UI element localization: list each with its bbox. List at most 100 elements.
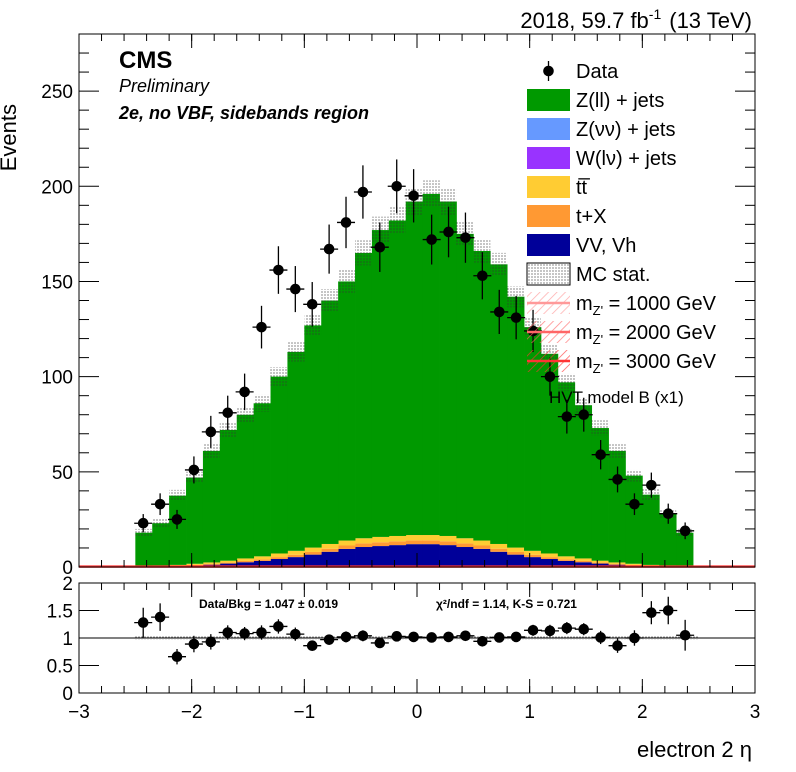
legend-data-marker bbox=[543, 65, 554, 77]
stack-bar-t-x-8 bbox=[270, 557, 288, 560]
data-point-22 bbox=[510, 312, 522, 323]
stack-bar-tt--14 bbox=[371, 536, 390, 543]
stack-bar-z-ll-jets-25 bbox=[557, 382, 576, 557]
stack-bar-vv-vh-7 bbox=[253, 560, 271, 567]
ratio-ytick-label-0: 0 bbox=[62, 684, 73, 705]
ratio-point-31 bbox=[662, 605, 674, 616]
ratio-point-25 bbox=[561, 622, 573, 634]
main-ytick-label-4: 200 bbox=[41, 177, 73, 198]
stack-bar-vv-vh-10 bbox=[304, 554, 322, 567]
ratio-point-3 bbox=[188, 638, 200, 650]
mc-stat-bin-7 bbox=[253, 394, 271, 412]
stack-bar-z-ll-jets-24 bbox=[540, 353, 559, 554]
data-point-28 bbox=[612, 474, 623, 485]
stack-bar-z-ll-jets-7 bbox=[253, 403, 271, 557]
stack-bar-tt--18 bbox=[439, 535, 457, 542]
stack-bar-z-ll-jets-3 bbox=[186, 477, 204, 564]
stack-bar-vv-vh-5 bbox=[219, 563, 238, 567]
main-ytick-label-2: 100 bbox=[41, 368, 73, 389]
mc-stat-bin-13 bbox=[355, 240, 372, 266]
ratio-point-18 bbox=[443, 631, 454, 643]
data-point-21 bbox=[493, 306, 505, 318]
legend-swatch-z-ll-jets-1 bbox=[527, 89, 570, 111]
legend-swatch-z-jets-2 bbox=[527, 118, 570, 140]
data-point-12 bbox=[340, 217, 352, 228]
ratio-point-19 bbox=[460, 630, 471, 642]
stack-bar-z-ll-jets-8 bbox=[270, 376, 288, 554]
stack-bar-t-x-15 bbox=[388, 541, 407, 546]
stack-bar-z-ll-jets-2 bbox=[169, 495, 187, 565]
stack-bar-t-x-23 bbox=[524, 554, 542, 558]
stack-histogram bbox=[135, 193, 694, 567]
data-point-1 bbox=[154, 498, 166, 510]
stack-bar-t-x-18 bbox=[439, 541, 457, 546]
stack-bar-tt--17 bbox=[422, 535, 440, 541]
ratio-points bbox=[134, 596, 695, 665]
stack-bar-t-x-17 bbox=[422, 540, 440, 545]
stack-bar-t-x-11 bbox=[321, 548, 339, 552]
legend-label-w-l-jets-3: W(lν) + jets bbox=[576, 148, 677, 170]
stack-bar-tt--7 bbox=[253, 556, 271, 560]
stack-bar-z-ll-jets-26 bbox=[574, 405, 593, 559]
data-point-20 bbox=[477, 270, 488, 282]
stack-bar-vv-vh-25 bbox=[557, 560, 576, 567]
ratio-point-27 bbox=[595, 632, 606, 643]
stack-bar-tt--2 bbox=[169, 564, 187, 566]
ratio-point-0 bbox=[137, 617, 149, 628]
cms-label: CMS bbox=[119, 47, 172, 74]
stack-bar-tt--15 bbox=[388, 535, 407, 542]
ratio-point-15 bbox=[391, 631, 403, 642]
stack-bar-vv-vh-17 bbox=[422, 544, 440, 567]
stack-bar-vv-vh-24 bbox=[540, 559, 559, 567]
stack-bar-t-x-19 bbox=[456, 543, 474, 548]
stack-bar-t-x-16 bbox=[405, 540, 424, 545]
stack-bar-vv-vh-14 bbox=[371, 546, 390, 567]
stack-bar-z-ll-jets-6 bbox=[236, 414, 255, 559]
stack-bar-z-ll-jets-0 bbox=[135, 532, 153, 566]
ratio-point-8 bbox=[273, 621, 284, 632]
stack-bar-t-x-21 bbox=[490, 548, 508, 552]
ratio-point-30 bbox=[646, 607, 657, 618]
x-axis-title: electron 2 η bbox=[637, 737, 752, 762]
stack-bar-z-ll-jets-32 bbox=[676, 532, 694, 566]
legend: Data Z(ll) + jets Z(νν) + jets W(lν) + jets… bbox=[526, 61, 717, 376]
mc-stat-bin-17 bbox=[422, 180, 440, 208]
ratio-point-14 bbox=[374, 637, 386, 649]
legend-label-z-ll-jets-1: Z(ll) + jets bbox=[576, 90, 664, 112]
stack-bar-t-x-3 bbox=[186, 564, 204, 566]
ratio-point-22 bbox=[510, 631, 522, 643]
stack-bar-z-ll-jets-30 bbox=[642, 494, 660, 565]
data-point-24 bbox=[544, 371, 556, 382]
mc-stat-bin-0 bbox=[135, 528, 153, 537]
stack-bar-z-ll-jets-19 bbox=[456, 233, 474, 539]
stack-bar-z-ll-jets-22 bbox=[507, 296, 525, 548]
stack-bar-z-ll-jets-15 bbox=[388, 220, 407, 536]
stack-bar-t-x-12 bbox=[338, 545, 356, 549]
ratio-point-5 bbox=[222, 627, 234, 638]
stack-bar-z-ll-jets-20 bbox=[473, 251, 491, 541]
ratio-axes: 0 0.5 1 1.5 2 −3 −2 −1 0 1 2 3 bbox=[47, 574, 761, 723]
ratio-point-28 bbox=[612, 640, 623, 651]
stack-bar-z-ll-jets-11 bbox=[321, 300, 339, 544]
ratio-xtick-label-3: 0 bbox=[412, 702, 423, 723]
stack-bar-z-ll-jets-29 bbox=[625, 475, 643, 564]
stack-bar-tt--25 bbox=[557, 556, 576, 560]
stack-bar-tt--24 bbox=[540, 553, 559, 558]
data-point-15 bbox=[391, 180, 403, 192]
data-point-7 bbox=[256, 321, 267, 333]
stack-bar-vv-vh-19 bbox=[456, 547, 474, 567]
stack-bar-z-ll-jets-17 bbox=[422, 193, 440, 536]
stack-bar-tt--9 bbox=[287, 550, 305, 555]
data-point-16 bbox=[408, 190, 419, 202]
ratio-xtick-label-1: −2 bbox=[181, 702, 203, 723]
stack-bar-z-ll-jets-23 bbox=[524, 327, 542, 551]
stack-bar-vv-vh-16 bbox=[405, 544, 424, 567]
stack-bar-vv-vh-27 bbox=[591, 563, 609, 567]
legend-label-z-jets-2: Z(νν) + jets bbox=[576, 119, 675, 141]
data-point-5 bbox=[222, 407, 234, 419]
data-point-13 bbox=[357, 186, 369, 198]
main-ytick-label-3: 150 bbox=[41, 272, 73, 293]
mc-stat-bin-6 bbox=[236, 407, 254, 423]
stack-bar-tt--21 bbox=[490, 543, 508, 549]
data-point-4 bbox=[205, 426, 217, 438]
